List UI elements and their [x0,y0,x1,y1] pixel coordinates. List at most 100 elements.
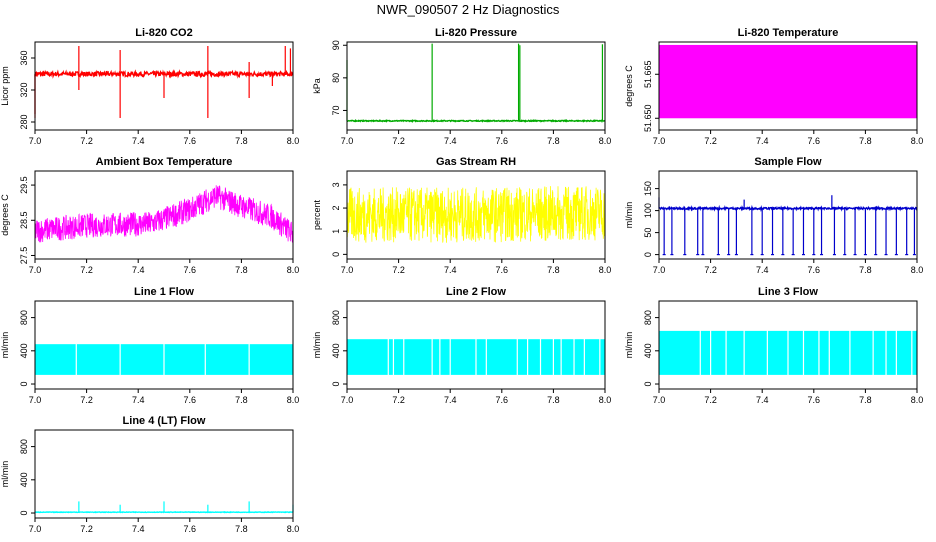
x-tick-label: 7.6 [808,136,821,146]
y-tick-label: 0 [643,382,653,387]
plot-area [659,329,917,376]
y-tick-label: 800 [19,439,29,454]
x-tick-label: 7.0 [341,265,354,275]
x-tick-label: 7.4 [132,265,145,275]
y-tick-label: 800 [19,310,29,325]
y-tick-label: 29.5 [19,176,29,194]
chart-panel-8: Line 2 Flow ml/min 7.0 7.2 7.4 7.6 7.8 8.0 0 400 8… [312,286,612,405]
plot-area [34,46,294,118]
y-axis-label: ml/min [624,332,634,359]
chart-panel-7: Line 1 Flow ml/min 7.0 7.2 7.4 7.6 7.8 8.0 0 400 8… [0,286,300,405]
y-tick-label: 70 [331,105,341,115]
y-tick-label: 3 [331,182,341,187]
series-line [658,204,918,213]
y-tick-label: 0 [643,252,653,257]
plot-frame [346,170,606,260]
y-axis-label: ml/min [0,461,10,488]
plot-frame [346,300,606,390]
x-tick-label: 7.8 [547,265,560,275]
y-axis-label: Licor ppm [0,66,10,106]
x-tick-label: 7.8 [235,395,248,405]
chart-title: Line 3 Flow [758,286,818,298]
plot-area [35,343,293,376]
plot-area [34,185,294,243]
y-tick-label: 400 [19,472,29,487]
x-tick-label: 8.0 [599,136,612,146]
y-tick-label: 100 [643,203,653,218]
chart-panel-1: Li-820 CO2 Licor ppm 7.0 7.2 7.4 7.6 7.8 8.0 280… [0,27,300,146]
x-tick-label: 7.4 [444,395,457,405]
x-tick-label: 7.6 [496,136,509,146]
x-tick-label: 8.0 [911,265,924,275]
plot-frame [346,41,606,131]
plot-area [347,338,605,376]
chart-title: Ambient Box Temperature [96,156,233,168]
chart-title: Line 4 (LT) Flow [123,415,206,427]
x-tick-label: 7.4 [132,395,145,405]
chart-title: Sample Flow [754,156,822,168]
x-tick-label: 7.0 [29,524,42,534]
x-tick-label: 7.4 [132,524,145,534]
plot-frame [658,170,918,260]
x-tick-label: 7.2 [80,395,93,405]
x-tick-label: 8.0 [599,265,612,275]
x-tick-label: 7.4 [444,265,457,275]
x-tick-label: 8.0 [287,395,300,405]
x-tick-label: 7.8 [859,395,872,405]
y-tick-label: 0 [331,382,341,387]
y-tick-label: 400 [643,343,653,358]
chart-panel-9: Line 3 Flow ml/min 7.0 7.2 7.4 7.6 7.8 8.0 0 400 8… [624,286,924,405]
y-tick-label: 27.5 [19,247,29,265]
plot-area [35,501,294,514]
y-axis-label: ml/min [624,202,634,229]
y-tick-label: 400 [19,343,29,358]
x-tick-label: 7.2 [392,136,405,146]
series-band [659,44,917,119]
x-tick-label: 8.0 [599,395,612,405]
plot-frame [34,429,294,519]
y-tick-label: 320 [19,82,29,97]
plot-frame [34,170,294,260]
series-line [34,185,294,243]
x-tick-label: 7.0 [29,136,42,146]
x-tick-label: 7.8 [235,524,248,534]
chart-title: Li-820 Pressure [435,27,517,39]
chart-panel-10: Line 4 (LT) Flow ml/min 7.0 7.2 7.4 7.6 7.8 8.0… [0,415,299,534]
chart-panel-4: Ambient Box Temperature degrees C 7.0 7.2 7.… [0,156,300,275]
y-tick-label: 0 [19,382,29,387]
y-tick-label: 90 [331,40,341,50]
plot-area [659,44,917,119]
plot-frame [34,41,294,131]
plot-frame [34,300,294,390]
y-tick-label: 0 [19,511,29,516]
x-tick-label: 7.2 [704,136,717,146]
x-tick-label: 7.4 [132,136,145,146]
plot-frame [658,41,918,131]
y-tick-label: 50 [643,228,653,238]
y-axis-label: percent [312,199,322,230]
y-tick-label: 80 [331,73,341,83]
x-tick-label: 8.0 [287,265,300,275]
page-title: NWR_090507 2 Hz Diagnostics [376,2,560,17]
chart-panel-3: Li-820 Temperature degrees C 7.0 7.2 7.4 7.6 7… [624,27,923,146]
x-tick-label: 7.4 [444,136,457,146]
x-tick-label: 7.6 [184,265,197,275]
x-tick-label: 7.6 [184,524,197,534]
chart-title: Line 2 Flow [446,286,506,298]
series-line [346,118,606,124]
y-axis-label: degrees C [0,194,10,236]
x-tick-label: 7.2 [392,395,405,405]
x-tick-label: 7.8 [859,136,872,146]
y-axis-label: ml/min [312,332,322,359]
x-tick-label: 7.6 [496,395,509,405]
x-tick-label: 7.4 [756,265,769,275]
chart-panel-6: Sample Flow ml/min 7.0 7.2 7.4 7.6 7.8 8.0 0 50 10… [624,156,924,275]
x-tick-label: 8.0 [911,395,924,405]
x-tick-label: 7.0 [341,136,354,146]
chart-title: Gas Stream RH [436,156,516,168]
x-tick-label: 8.0 [287,136,300,146]
plot-frame [658,300,918,390]
x-tick-label: 7.4 [756,136,769,146]
x-tick-label: 7.8 [235,136,248,146]
y-tick-label: 400 [331,343,341,358]
